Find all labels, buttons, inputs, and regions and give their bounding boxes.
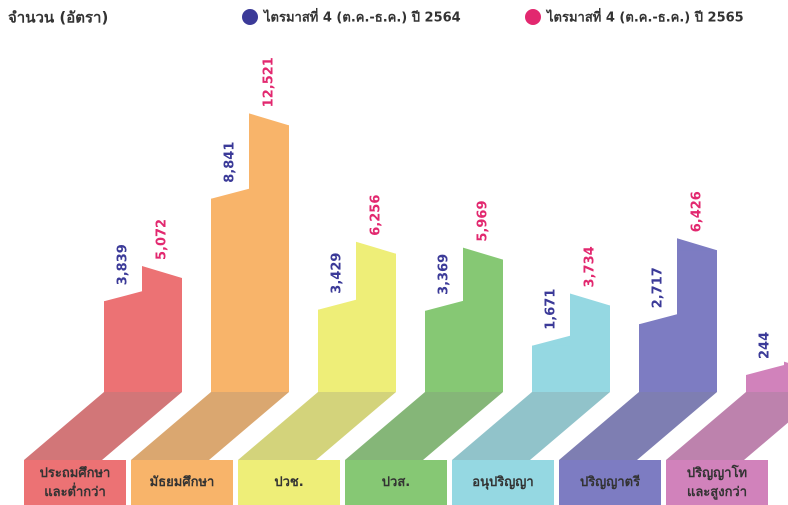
bar [142,278,182,392]
category-label: มัธยมศึกษา [131,460,233,505]
value-label: 3,369 [437,254,452,295]
category-label: ปวช. [238,460,340,505]
legend-label: ไตรมาสที่ 4 (ต.ค.-ธ.ค.) ปี 2564 [262,8,461,26]
legend-label: ไตรมาสที่ 4 (ต.ค.-ธ.ค.) ปี 2565 [545,8,744,26]
value-label: 1,671 [544,289,559,330]
value-label: 3,734 [583,246,598,287]
bar [746,375,784,392]
bar [356,254,396,392]
value-label: 5,072 [155,219,170,260]
bar [318,310,356,392]
value-label: 3,839 [116,244,131,285]
bar [639,324,677,392]
category-label: อนุปริญญา [452,460,554,505]
bar [677,250,717,392]
value-label: 244 [758,332,773,359]
chart-title: จำนวน (อัตรา) [8,9,108,27]
legend-marker [525,9,541,25]
category-label: ประถมศึกษา และต่ำกว่า [24,460,126,505]
chart: จำนวน (อัตรา) ไตรมาสที่ 4 (ต.ค.-ธ.ค.) ปี… [0,0,788,505]
value-label: 5,969 [476,201,491,242]
bar [425,311,463,392]
bar [532,346,570,392]
bar [104,301,142,392]
value-label: 8,841 [223,142,238,183]
legend-marker [242,9,258,25]
value-label: 6,426 [690,191,705,232]
bar [463,260,503,392]
value-label: 2,717 [651,267,666,308]
value-label: 12,521 [262,57,277,107]
category-label: ปริญญาตรี [559,460,661,505]
value-label: 6,256 [369,195,384,236]
category-label: ปริญญาโท และสูงกว่า [666,460,768,505]
bar [784,374,788,392]
value-label: 3,429 [330,253,345,294]
page: จำนวน (อัตรา) ไตรมาสที่ 4 (ต.ค.-ธ.ค.) ปี… [0,0,788,505]
category-label: ปวส. [345,460,447,505]
bar [249,125,289,392]
bar [211,199,249,392]
bar [570,305,610,392]
